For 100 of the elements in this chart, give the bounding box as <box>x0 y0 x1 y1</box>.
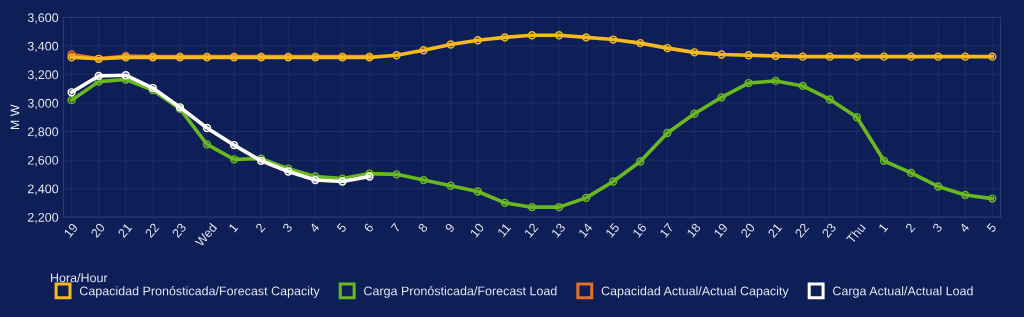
x-tick-label: 5 <box>986 222 997 233</box>
x-axis-title: Hora/Hour <box>50 273 108 283</box>
x-tick-label: 6 <box>363 222 374 233</box>
legend-label: Carga Actual/Actual Load <box>833 286 973 298</box>
point <box>419 46 428 55</box>
point <box>933 182 943 191</box>
point <box>825 52 835 61</box>
point <box>690 48 699 57</box>
x-tick-label: 12 <box>523 222 539 238</box>
point <box>852 113 862 122</box>
y-tick-label: 2,600 <box>27 155 59 167</box>
line-series <box>67 71 374 186</box>
point <box>744 78 753 88</box>
legend-label: Capacidad Actual/Actual Capacity <box>601 286 789 298</box>
point <box>636 38 645 48</box>
legend-label: Capacidad Pronósticada/Forecast Capacity <box>79 286 320 298</box>
x-tick-label: 20 <box>740 222 756 239</box>
point <box>771 76 780 86</box>
point <box>419 175 428 185</box>
point <box>202 123 212 133</box>
point <box>744 51 753 60</box>
point <box>229 155 239 164</box>
point <box>717 93 726 102</box>
x-tick-label: 17 <box>659 222 674 238</box>
point <box>798 52 807 61</box>
x-tick-label: 14 <box>578 222 593 238</box>
point <box>202 140 212 149</box>
point <box>392 51 401 60</box>
point <box>67 88 76 97</box>
point <box>500 33 510 42</box>
y-tick-label: 2,800 <box>27 127 59 138</box>
x-tick-label: 10 <box>469 222 485 238</box>
point <box>473 187 482 196</box>
point <box>933 52 943 61</box>
x-tick-label: Thu <box>845 222 866 245</box>
x-tick-label: 7 <box>390 222 401 233</box>
point <box>717 50 726 59</box>
point <box>852 52 862 61</box>
point <box>961 190 970 200</box>
point <box>473 36 482 45</box>
x-tick-label: 2 <box>255 222 266 233</box>
x-tick-label: 22 <box>794 222 810 238</box>
point <box>527 31 537 40</box>
point <box>906 52 916 61</box>
point <box>690 109 699 118</box>
x-tick-label: 21 <box>767 222 783 238</box>
x-tick-label: 1 <box>228 222 239 233</box>
point <box>879 52 889 61</box>
point <box>311 175 320 185</box>
x-tick-label: 3 <box>282 222 293 233</box>
y-tick-label: 3,400 <box>27 41 59 53</box>
point <box>581 193 591 203</box>
y-tick-label: 3,000 <box>27 98 59 110</box>
point <box>554 202 564 212</box>
point <box>879 156 889 165</box>
x-tick-label: 2 <box>905 222 916 233</box>
point <box>581 33 591 42</box>
point <box>94 71 103 81</box>
x-tick-label: 21 <box>117 222 133 238</box>
x-tick-label: 9 <box>444 222 456 233</box>
x-tick-label: 15 <box>605 222 620 238</box>
x-tick-label: 13 <box>550 222 566 238</box>
point <box>392 170 401 179</box>
x-tick-label: 19 <box>713 222 729 238</box>
point <box>67 96 76 105</box>
x-tick-label: 1 <box>878 222 889 233</box>
point <box>500 198 510 208</box>
x-tick-label: 23 <box>171 222 187 239</box>
x-tick-label: 11 <box>497 222 512 238</box>
y-tick-label: 3,600 <box>27 13 59 24</box>
point <box>636 157 645 166</box>
point <box>229 140 239 150</box>
point <box>94 77 103 86</box>
x-tick-label: 5 <box>336 222 347 233</box>
point <box>446 40 455 49</box>
point <box>771 51 780 61</box>
point <box>825 95 835 104</box>
line-series <box>67 31 997 63</box>
x-tick-label: 8 <box>417 222 429 233</box>
point <box>446 181 455 190</box>
point <box>906 168 916 178</box>
point <box>663 43 672 53</box>
y-axis-title: M W <box>10 104 20 130</box>
x-tick-label: 23 <box>821 222 837 239</box>
point <box>554 31 564 40</box>
x-tick-label: 4 <box>959 222 970 233</box>
x-tick-label: 3 <box>932 222 943 233</box>
x-tick-label: 20 <box>90 222 106 239</box>
x-tick-label: 19 <box>63 222 79 238</box>
point <box>961 52 970 61</box>
point <box>798 81 807 91</box>
legend-label: Carga Pronósticada/Forecast Load <box>364 286 557 298</box>
point <box>663 128 672 138</box>
y-tick-label: 2,400 <box>27 184 59 195</box>
point <box>609 35 618 44</box>
y-tick-label: 3,200 <box>27 70 59 81</box>
y-tick-label: 2,200 <box>27 212 59 224</box>
point <box>988 194 997 203</box>
point <box>609 177 618 186</box>
x-tick-label: 4 <box>309 222 320 233</box>
